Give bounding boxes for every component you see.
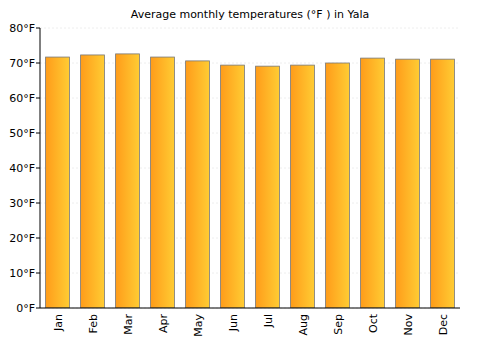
y-tick xyxy=(36,203,40,204)
x-tick-label: Jul xyxy=(262,314,275,328)
bar xyxy=(326,63,350,308)
x-tick-label: Mar xyxy=(122,314,135,335)
y-tick xyxy=(36,28,40,29)
y-tick-label: 40°F xyxy=(9,162,35,175)
grid-line xyxy=(40,308,460,309)
y-tick xyxy=(36,133,40,134)
y-tick-label: 60°F xyxy=(9,92,35,105)
y-tick-label: 0°F xyxy=(16,302,35,315)
x-tick-label: Nov xyxy=(402,314,415,336)
x-axis xyxy=(40,308,460,309)
y-tick-label: 80°F xyxy=(9,22,35,35)
y-tick-label: 30°F xyxy=(9,197,35,210)
bar xyxy=(256,66,280,308)
x-tick-label: Jan xyxy=(52,314,65,332)
y-tick xyxy=(36,273,40,274)
y-tick xyxy=(36,63,40,64)
bar xyxy=(81,55,105,308)
bar xyxy=(116,54,140,308)
y-tick-label: 50°F xyxy=(9,127,35,140)
y-tick-label: 10°F xyxy=(9,267,35,280)
x-tick-label: Dec xyxy=(437,314,450,335)
y-tick xyxy=(36,308,40,309)
y-tick-label: 20°F xyxy=(9,232,35,245)
bar xyxy=(431,59,455,308)
bar xyxy=(396,59,420,308)
title: Average monthly temperatures (°F ) in Ya… xyxy=(131,8,369,21)
bars xyxy=(46,54,455,308)
x-tick-label: May xyxy=(192,314,205,337)
x-tick-label: Apr xyxy=(157,314,170,334)
x-tick-label: Oct xyxy=(367,313,380,333)
bar xyxy=(291,65,315,308)
bar xyxy=(221,65,245,308)
y-tick-label: 70°F xyxy=(9,57,35,70)
bar xyxy=(151,57,175,308)
y-tick xyxy=(36,98,40,99)
x-tick-label: Aug xyxy=(297,314,310,335)
y-axis xyxy=(40,28,41,308)
x-tick-label: Feb xyxy=(87,314,100,333)
chart-svg: Average monthly temperatures (°F ) in Ya… xyxy=(0,0,500,350)
chart-container: Average monthly temperatures (°F ) in Ya… xyxy=(0,0,500,350)
bar xyxy=(46,57,70,308)
grid-line xyxy=(40,28,460,29)
y-tick xyxy=(36,238,40,239)
x-tick-label: Sep xyxy=(332,314,345,335)
y-tick xyxy=(36,168,40,169)
bar xyxy=(186,61,210,308)
bar xyxy=(361,58,385,308)
x-tick-label: Jun xyxy=(227,314,240,332)
